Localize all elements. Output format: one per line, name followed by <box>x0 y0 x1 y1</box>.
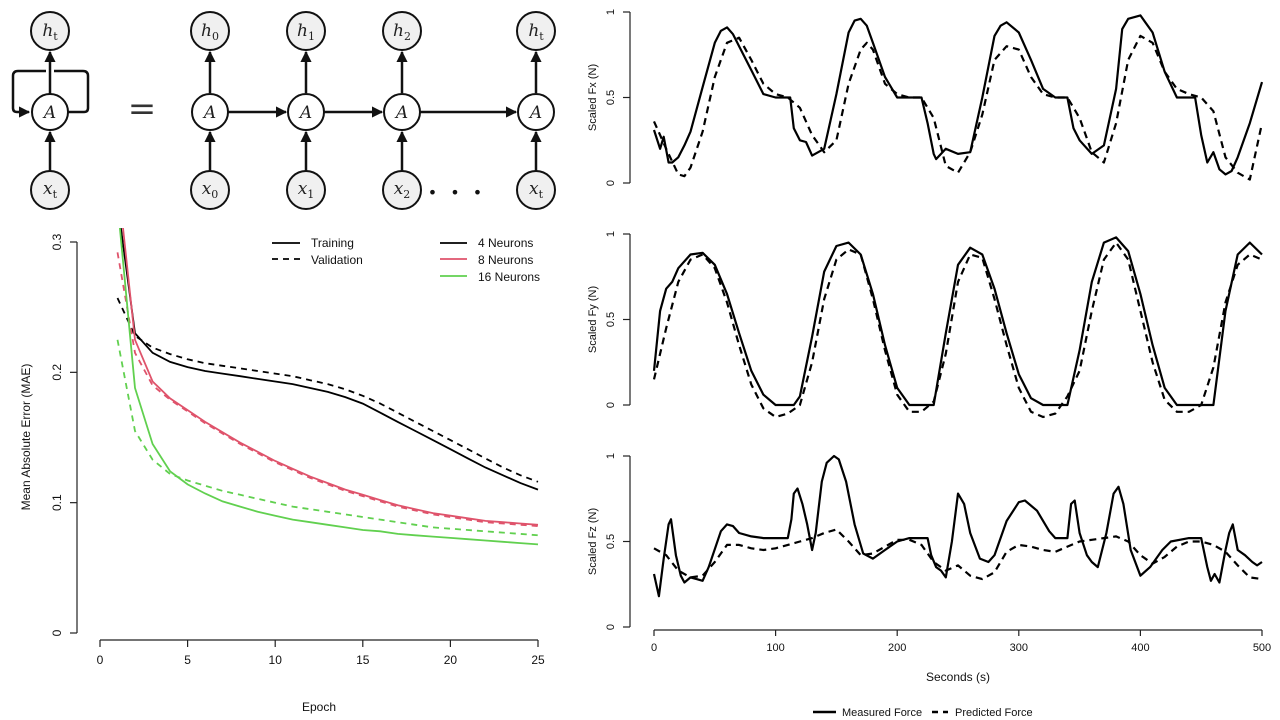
node-a-folded <box>31 93 69 131</box>
mae-y-tick-label: 0.2 <box>50 364 64 381</box>
legend-label-predicted-force: Predicted Force <box>955 707 1033 719</box>
force-x-tick-label: 0 <box>651 642 657 654</box>
mae-y-tick-label: 0.1 <box>50 494 64 511</box>
force-chart-fz: 0 0.5 1 Scaled Fz (N) <box>587 453 1263 630</box>
fx-y-tick-label: 0 <box>605 180 617 186</box>
node-h-label: h2 <box>393 21 411 43</box>
fx-measured-force <box>652 14 1264 176</box>
mae-series-16-neurons-validation <box>116 339 539 537</box>
mae-y-axis-label: Mean Absolute Error (MAE) <box>19 364 33 511</box>
mae-series-8-neurons-validation <box>116 252 539 527</box>
node-h-t-folded <box>30 11 70 51</box>
force-legend: Measured Force Predicted Force <box>813 707 1033 719</box>
force-x-tick-label: 200 <box>888 642 906 654</box>
node-a-1 <box>287 93 325 131</box>
mae-series-16-neurons-training <box>118 228 539 546</box>
node-a-folded-label: A <box>42 103 56 123</box>
fx-y-tick-label: 0.5 <box>605 90 617 105</box>
node-h-2 <box>382 11 422 51</box>
mae-x-tick-label: 0 <box>97 653 104 667</box>
rnn-diagram: ht A xt = h0 Ax0 h1 Ax1 h2 Ax2 ht Axt • • • <box>11 11 556 210</box>
node-a-label: A <box>202 103 216 123</box>
node-h-t-folded-label: ht <box>42 21 58 43</box>
legend-label-8-neurons: 8 Neurons <box>478 253 533 267</box>
node-h-1 <box>286 11 326 51</box>
node-x-label: x1 <box>298 179 315 201</box>
node-a-0 <box>191 93 229 131</box>
node-a-label: A <box>528 103 542 123</box>
node-a-label: A <box>394 103 408 123</box>
fx-y-axis-label: Scaled Fx (N) <box>587 64 599 131</box>
equals-sign: = <box>128 89 157 129</box>
node-x-2 <box>382 170 422 210</box>
node-h-label: h1 <box>297 21 315 43</box>
force-chart-fy: 0 0.5 1 Scaled Fy (N) <box>587 231 1263 419</box>
mae-legend-color: 4 Neurons 8 Neurons 16 Neurons <box>440 236 540 284</box>
ellipsis: • • • <box>428 183 486 202</box>
fy-measured-force <box>652 236 1263 407</box>
legend-label-measured-force: Measured Force <box>842 707 922 719</box>
force-charts: 0 0.5 1 Scaled Fx (N) 0 0.5 1 Scaled Fy (N) 0 0.5… <box>587 9 1264 630</box>
mae-x-axis-label: Epoch <box>302 700 336 714</box>
node-h-label: ht <box>528 21 544 43</box>
fy-y-tick-label: 0.5 <box>605 312 617 327</box>
mae-series-8-neurons-training <box>122 228 539 526</box>
node-h-label: h0 <box>201 21 219 43</box>
fz-y-tick-label: 0 <box>605 624 617 630</box>
mae-series-4-neurons-validation <box>116 297 539 483</box>
fz-y-axis-label: Scaled Fz (N) <box>587 508 599 575</box>
mae-y-tick-label: 0 <box>50 629 64 636</box>
node-a-2 <box>383 93 421 131</box>
node-x-label: x0 <box>202 179 219 201</box>
node-a-label: A <box>298 103 312 123</box>
force-x-tick-label: 300 <box>1010 642 1028 654</box>
fx-predicted-force <box>652 34 1264 181</box>
unrolled-rnn: h0 Ax0 h1 Ax1 h2 Ax2 ht Axt <box>190 11 556 210</box>
force-x-tick-label: 100 <box>766 642 784 654</box>
fz-predicted-force <box>653 528 1263 581</box>
mae-series-4-neurons-training <box>119 228 539 491</box>
mae-x-tick-label: 20 <box>444 653 458 667</box>
mae-x-tick-label: 15 <box>356 653 370 667</box>
recurrent-loop-arrow <box>11 69 90 112</box>
force-x-tick-label: 500 <box>1253 642 1271 654</box>
fz-y-tick-label: 0.5 <box>605 534 617 549</box>
fy-predicted-force <box>652 241 1263 419</box>
force-chart-fx: 0 0.5 1 Scaled Fx (N) <box>587 9 1264 186</box>
node-x-label: xt <box>529 179 544 201</box>
node-x-t-folded <box>30 170 70 210</box>
fx-y-tick-label: 1 <box>605 9 617 15</box>
fy-y-tick-label: 0 <box>605 402 617 408</box>
folded-rnn: ht A xt <box>11 11 90 210</box>
node-h-t <box>516 11 556 51</box>
mae-x-tick-label: 10 <box>269 653 283 667</box>
mae-y-tick-label: 0.3 <box>50 233 64 250</box>
mae-legend-style: Training Validation <box>272 236 363 267</box>
fz-measured-force <box>652 454 1263 598</box>
fy-y-tick-label: 1 <box>605 231 617 237</box>
node-x-label: x2 <box>394 179 411 201</box>
legend-label-validation: Validation <box>311 253 363 267</box>
node-x-1 <box>286 170 326 210</box>
legend-label-16-neurons: 16 Neurons <box>478 270 540 284</box>
legend-label-training: Training <box>311 236 354 250</box>
node-x-t-folded-label: xt <box>43 179 58 201</box>
node-x-t <box>516 170 556 210</box>
force-x-tick-label: 400 <box>1131 642 1149 654</box>
node-a-3 <box>517 93 555 131</box>
force-x-axis-label: Seconds (s) <box>926 670 990 684</box>
fy-y-axis-label: Scaled Fy (N) <box>587 286 599 353</box>
legend-label-4-neurons: 4 Neurons <box>478 236 533 250</box>
force-x-axis: 0 100 200 300 400 500 Seconds (s) <box>651 629 1271 684</box>
mae-x-tick-label: 25 <box>531 653 545 667</box>
mae-x-tick-label: 5 <box>184 653 191 667</box>
mae-chart: 0 0.1 0.2 0.3 0 5 10 15 20 25 Mean Absolute Erro… <box>19 228 545 714</box>
node-h-0 <box>190 11 230 51</box>
fz-y-tick-label: 1 <box>605 453 617 459</box>
node-x-0 <box>190 170 230 210</box>
